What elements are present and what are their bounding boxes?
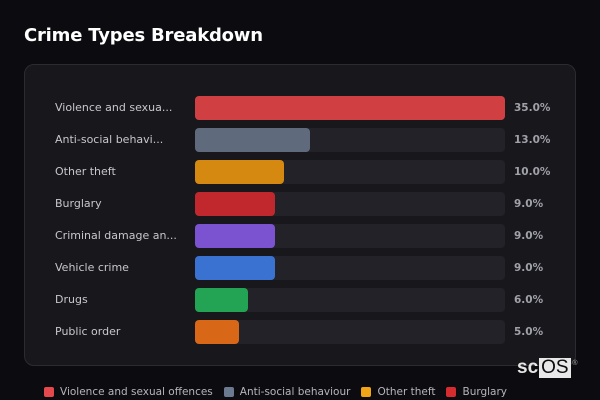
chart-row: Anti-social behavi... 13.0% bbox=[25, 128, 577, 152]
row-value: 9.0% bbox=[514, 230, 544, 242]
bar[interactable] bbox=[195, 128, 311, 152]
bar[interactable] bbox=[195, 320, 240, 344]
row-value: 10.0% bbox=[514, 166, 551, 178]
bar-track bbox=[195, 192, 505, 216]
bar[interactable] bbox=[195, 224, 275, 248]
bar[interactable] bbox=[195, 192, 275, 216]
registered-mark-icon: ® bbox=[572, 360, 578, 367]
legend-item[interactable]: Violence and sexual offences bbox=[44, 386, 213, 398]
row-label: Other theft bbox=[55, 165, 116, 178]
chart-row: Vehicle crime 9.0% bbox=[25, 256, 577, 280]
bar-track bbox=[195, 288, 505, 312]
row-label: Vehicle crime bbox=[55, 261, 129, 274]
row-value: 35.0% bbox=[514, 102, 551, 114]
row-label: Burglary bbox=[55, 197, 102, 210]
bar-track bbox=[195, 256, 505, 280]
bar-track bbox=[195, 160, 505, 184]
legend-label: Anti-social behaviour bbox=[239, 386, 351, 398]
legend-item[interactable]: Burglary bbox=[446, 386, 507, 398]
bar[interactable] bbox=[195, 256, 275, 280]
bar-track bbox=[195, 96, 505, 120]
chart-title: Crime Types Breakdown bbox=[24, 25, 263, 46]
chart-row: Criminal damage an... 9.0% bbox=[25, 224, 577, 248]
bar-track bbox=[195, 128, 505, 152]
bar[interactable] bbox=[195, 160, 284, 184]
bar[interactable] bbox=[195, 96, 505, 120]
chart-row: Public order 5.0% bbox=[25, 320, 577, 344]
legend-swatch-icon bbox=[44, 387, 54, 397]
legend-swatch-icon bbox=[361, 387, 372, 397]
row-value: 13.0% bbox=[514, 134, 551, 146]
legend-item[interactable]: Other theft bbox=[361, 386, 435, 398]
row-value: 6.0% bbox=[514, 294, 544, 306]
bar[interactable] bbox=[195, 288, 249, 312]
row-value: 9.0% bbox=[514, 262, 544, 274]
chart-legend: Violence and sexual offences Anti-social … bbox=[44, 386, 518, 398]
chart-row: Drugs 6.0% bbox=[25, 288, 577, 312]
chart-card: Violence and sexua... 35.0% Anti-social be… bbox=[24, 64, 576, 366]
logo-os: OS bbox=[539, 357, 571, 378]
legend-label: Other theft bbox=[377, 386, 436, 398]
legend-item[interactable]: Anti-social behaviour bbox=[223, 386, 351, 398]
chart-row: Burglary 9.0% bbox=[25, 192, 577, 216]
row-label: Violence and sexua... bbox=[55, 101, 173, 114]
row-label: Anti-social behavi... bbox=[55, 133, 164, 146]
legend-swatch-icon bbox=[223, 387, 234, 397]
row-label: Public order bbox=[55, 325, 121, 338]
bar-track bbox=[195, 320, 505, 344]
row-value: 5.0% bbox=[514, 326, 544, 338]
bar-track bbox=[195, 224, 505, 248]
chart-row: Other theft 10.0% bbox=[25, 160, 577, 184]
row-value: 9.0% bbox=[514, 198, 544, 210]
legend-label: Violence and sexual offences bbox=[60, 386, 213, 398]
row-label: Drugs bbox=[55, 293, 88, 306]
legend-swatch-icon bbox=[446, 387, 457, 397]
logo-sc: sc bbox=[517, 357, 539, 378]
scos-logo: sc OS ® bbox=[517, 357, 578, 378]
row-label: Criminal damage an... bbox=[55, 229, 177, 242]
chart-row: Violence and sexua... 35.0% bbox=[25, 96, 577, 120]
legend-label: Burglary bbox=[462, 386, 508, 398]
